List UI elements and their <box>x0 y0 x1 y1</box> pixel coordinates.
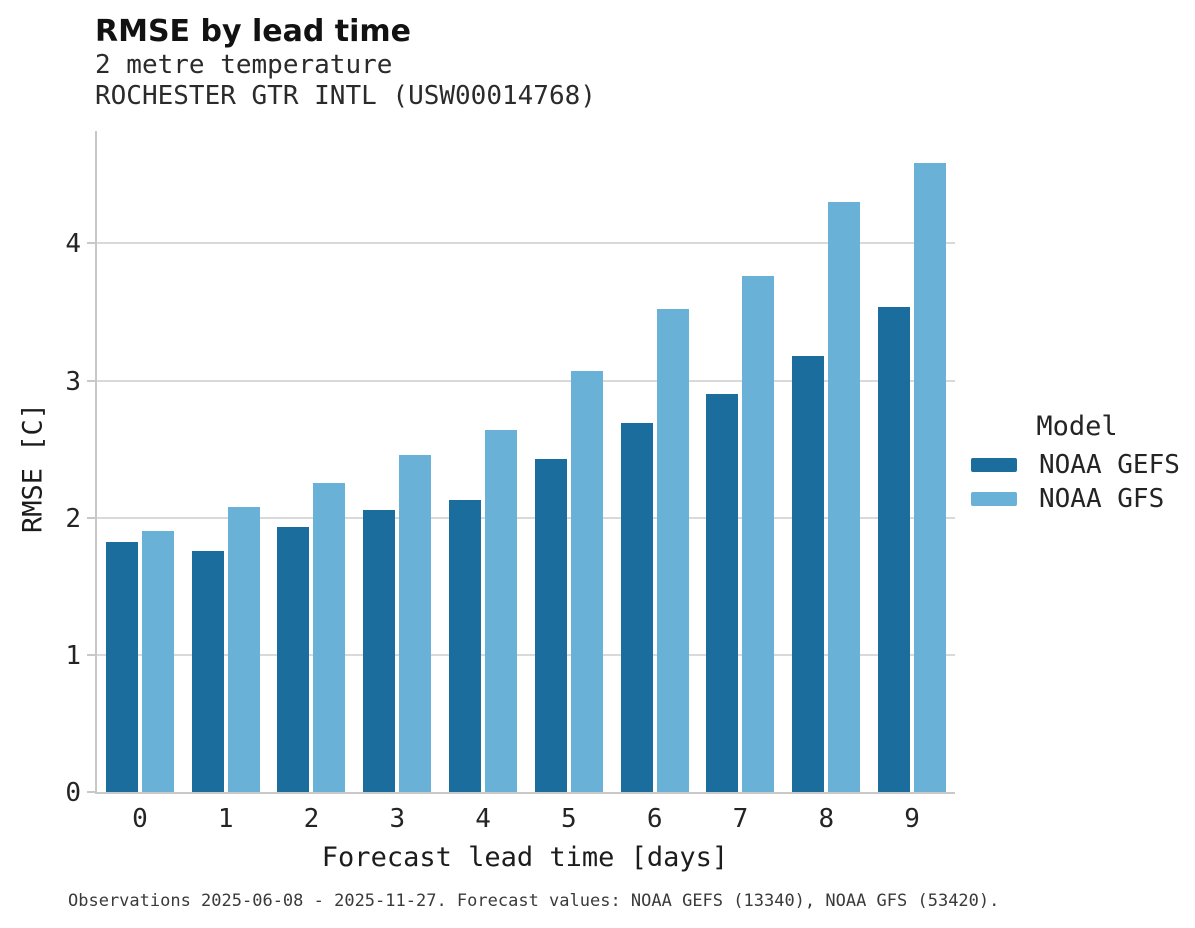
plot-area: 0 1 2 3 4 5 6 7 8 9 0 1 2 3 4 <box>65 131 955 834</box>
bar-noaa-gfs-lead-4 <box>485 429 518 792</box>
bar-noaa-gfs-lead-8 <box>828 202 861 792</box>
bar-noaa-gfs-lead-7 <box>742 276 775 792</box>
bar-group-lead-7 <box>698 131 784 792</box>
bar-group-lead-5 <box>526 131 612 792</box>
bar-noaa-gefs-lead-5 <box>534 458 567 792</box>
chart-subtitle: 2 metre temperature ROCHESTER GTR INTL (… <box>95 50 596 112</box>
bar-group-lead-3 <box>354 131 440 792</box>
bar-group-lead-8 <box>783 131 869 792</box>
bar-noaa-gfs-lead-9 <box>914 162 947 792</box>
legend-entry-noaa-gfs: NOAA GFS <box>971 484 1183 514</box>
bar-group-lead-4 <box>440 131 526 792</box>
bar-noaa-gefs-lead-3 <box>363 509 396 792</box>
x-tick-label-6: 6 <box>646 804 663 834</box>
chart-subtitle-line1: 2 metre temperature <box>95 50 393 80</box>
x-tick-label-7: 7 <box>732 804 749 834</box>
bar-noaa-gfs-lead-6 <box>656 309 689 792</box>
legend-label-noaa-gefs: NOAA GEFS <box>1039 450 1180 480</box>
chart-title: RMSE by lead time <box>95 14 411 49</box>
bar-group-lead-1 <box>183 131 269 792</box>
bar-noaa-gfs-lead-0 <box>141 531 174 792</box>
bar-noaa-gefs-lead-6 <box>620 423 653 792</box>
bar-noaa-gefs-lead-9 <box>878 306 911 792</box>
bar-group-lead-2 <box>269 131 355 792</box>
x-tick-label-9: 9 <box>904 804 920 834</box>
bar-noaa-gefs-lead-2 <box>277 527 310 792</box>
x-tick-label-1: 1 <box>217 804 234 834</box>
bar-group-lead-9 <box>869 131 955 792</box>
legend-swatch-noaa-gefs <box>971 458 1017 472</box>
y-gridline-1 <box>97 653 955 656</box>
x-tick-label-2: 2 <box>303 804 320 834</box>
legend-label-noaa-gfs: NOAA GFS <box>1039 484 1165 514</box>
x-axis-ticks: 0 1 2 3 4 5 6 7 8 9 <box>97 804 955 834</box>
bar-noaa-gefs-lead-0 <box>105 542 138 792</box>
y-tick-label-2: 2 <box>65 503 81 534</box>
y-tick-label-4: 4 <box>65 229 81 260</box>
y-tick-mark-3 <box>87 379 95 382</box>
y-tick-mark-2 <box>87 516 95 519</box>
y-axis-label: RMSE [C] <box>17 402 49 534</box>
x-tick-label-3: 3 <box>389 804 406 834</box>
legend-title: Model <box>1036 411 1118 442</box>
footer-caption: Observations 2025-06-08 - 2025-11-27. Fo… <box>68 891 1000 911</box>
bar-noaa-gfs-lead-3 <box>399 454 432 792</box>
legend: Model NOAA GEFS NOAA GFS <box>971 411 1183 520</box>
bar-noaa-gefs-lead-1 <box>191 550 224 792</box>
y-gridline-2 <box>97 516 955 519</box>
bar-noaa-gfs-lead-5 <box>570 371 603 792</box>
y-tick-label-0: 0 <box>65 778 81 808</box>
bar-noaa-gefs-lead-8 <box>792 355 825 792</box>
x-axis-label: Forecast lead time [days] <box>321 842 729 873</box>
bar-group-lead-0 <box>97 131 183 792</box>
legend-swatch-noaa-gfs <box>971 492 1017 506</box>
x-tick-label-4: 4 <box>475 804 491 834</box>
x-tick-label-8: 8 <box>818 804 835 834</box>
y-tick-mark-4 <box>87 242 95 245</box>
y-tick-mark-0 <box>87 791 95 793</box>
bar-noaa-gfs-lead-1 <box>227 506 260 792</box>
x-tick-label-5: 5 <box>561 804 577 834</box>
bar-noaa-gefs-lead-4 <box>449 499 482 792</box>
y-gridline-4 <box>97 242 955 245</box>
y-tick-label-1: 1 <box>65 640 81 671</box>
bar-noaa-gefs-lead-7 <box>706 394 739 792</box>
x-tick-label-0: 0 <box>132 804 148 834</box>
bar-group-lead-6 <box>612 131 698 792</box>
y-tick-mark-1 <box>87 653 95 656</box>
y-gridline-3 <box>97 379 955 382</box>
bar-noaa-gfs-lead-2 <box>313 483 346 792</box>
bars-layer <box>97 131 955 792</box>
y-tick-label-3: 3 <box>65 366 81 397</box>
legend-entries: NOAA GEFS NOAA GFS <box>971 450 1183 514</box>
legend-entry-noaa-gefs: NOAA GEFS <box>971 450 1183 480</box>
chart-subtitle-line2: ROCHESTER GTR INTL (USW00014768) <box>95 81 596 111</box>
